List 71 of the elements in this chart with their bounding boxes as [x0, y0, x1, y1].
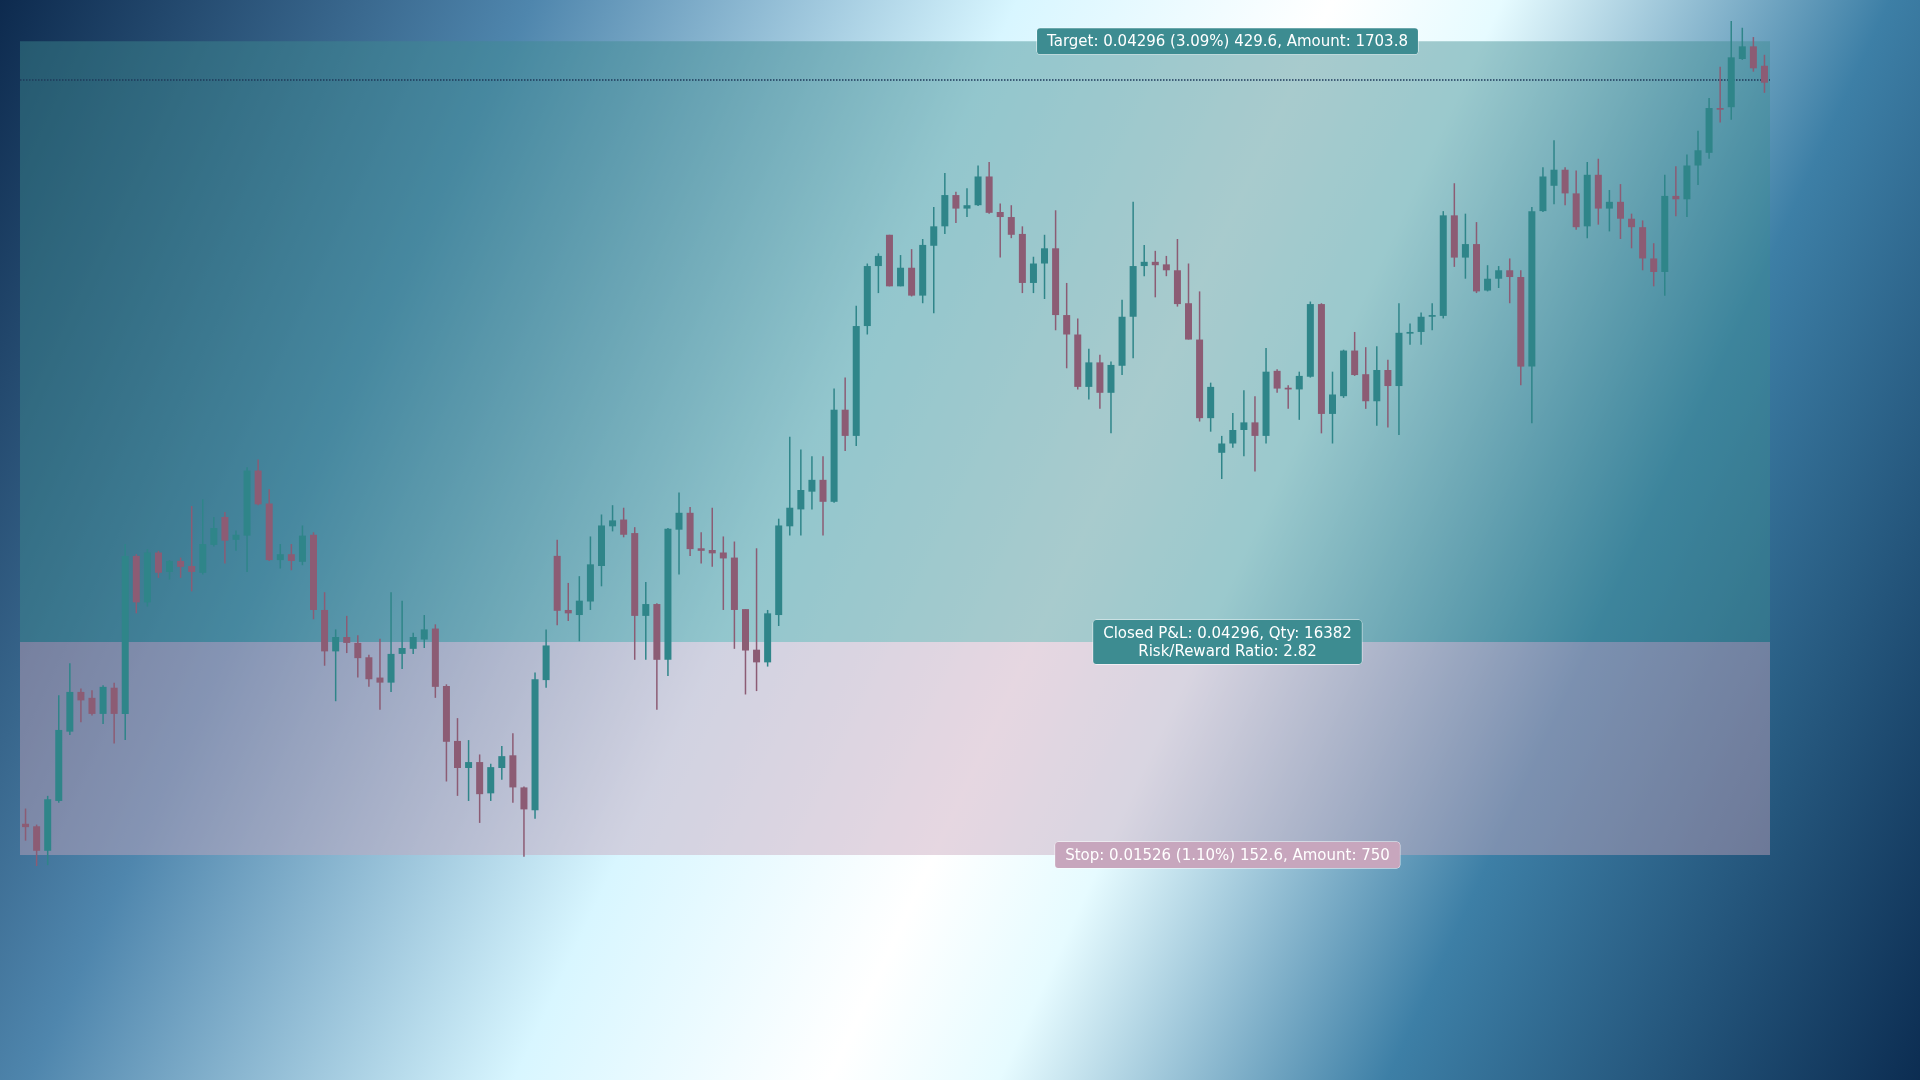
candlestick — [1240, 389, 1248, 457]
candlestick — [520, 785, 528, 858]
candlestick — [1384, 359, 1392, 429]
candlestick — [819, 455, 827, 537]
candlestick — [1029, 256, 1037, 294]
candlestick — [1251, 395, 1259, 473]
candlestick — [1506, 257, 1514, 304]
candlestick — [332, 628, 340, 702]
candlestick — [797, 448, 805, 537]
candlestick — [1550, 139, 1558, 206]
candlestick — [1616, 183, 1624, 240]
candlestick — [642, 581, 650, 661]
candlestick — [154, 550, 162, 579]
candlestick — [753, 547, 761, 692]
candlestick — [409, 632, 417, 655]
candlestick — [996, 202, 1004, 259]
candlestick — [398, 599, 406, 670]
candlestick — [575, 575, 583, 642]
candlestick — [675, 491, 683, 576]
candlestick — [963, 187, 971, 218]
annotation: Closed P&L: 0.04296, Qty: 16382 Risk/Reward Ratio: 2.82 — [1103, 624, 1352, 661]
annotation: Stop: 0.01526 (1.10%) 152.6, Amount: 750 — [1065, 846, 1390, 865]
candlestick — [1738, 27, 1746, 61]
candlestick — [1716, 65, 1724, 124]
candlestick — [77, 687, 85, 724]
candlestick — [1229, 412, 1237, 449]
candlestick — [343, 615, 351, 654]
candlestick — [1605, 189, 1613, 233]
candlestick — [376, 637, 384, 711]
candlestick — [465, 739, 473, 802]
candlestick — [1329, 370, 1336, 445]
candlestick — [697, 531, 705, 565]
candlestick — [287, 543, 295, 571]
candlestick — [930, 206, 938, 315]
candlestick — [808, 455, 816, 511]
candlestick — [1760, 54, 1768, 94]
candlestick — [609, 504, 617, 533]
candlestick — [354, 634, 362, 679]
candlestick — [1461, 212, 1469, 280]
candlestick — [177, 556, 185, 579]
candlestick — [420, 614, 428, 649]
candlestick — [1628, 212, 1636, 250]
candlestick — [1041, 234, 1049, 300]
candlestick — [188, 505, 196, 593]
candlestick — [1561, 166, 1569, 206]
candlestick — [620, 506, 628, 539]
candlestick — [1273, 368, 1281, 394]
candlestick — [498, 745, 506, 781]
candlestick — [1428, 302, 1436, 332]
candlestick — [1406, 322, 1414, 346]
candlestick — [1495, 265, 1503, 289]
candlestick — [221, 511, 229, 565]
candlestick — [276, 543, 284, 570]
candlestick — [1218, 435, 1226, 480]
candlestick — [1417, 311, 1425, 346]
candlestick — [1650, 242, 1658, 288]
annotation: Target: 0.04296 (3.09%) 429.6, Amount: 1703.8 — [1046, 32, 1408, 51]
candlestick — [88, 689, 96, 717]
candlestick — [1063, 282, 1071, 370]
candlestick — [1162, 255, 1170, 277]
candlestick — [1484, 264, 1492, 293]
candlestick — [1749, 36, 1757, 73]
candlestick — [952, 190, 960, 224]
candlestick — [365, 654, 373, 688]
candlestick — [897, 254, 905, 288]
candlestick — [1140, 244, 1148, 277]
candlestick — [1007, 204, 1015, 239]
candlestick — [786, 435, 794, 537]
candlestick — [874, 252, 882, 294]
candlestick — [1295, 370, 1303, 421]
candlestick — [1694, 130, 1702, 186]
